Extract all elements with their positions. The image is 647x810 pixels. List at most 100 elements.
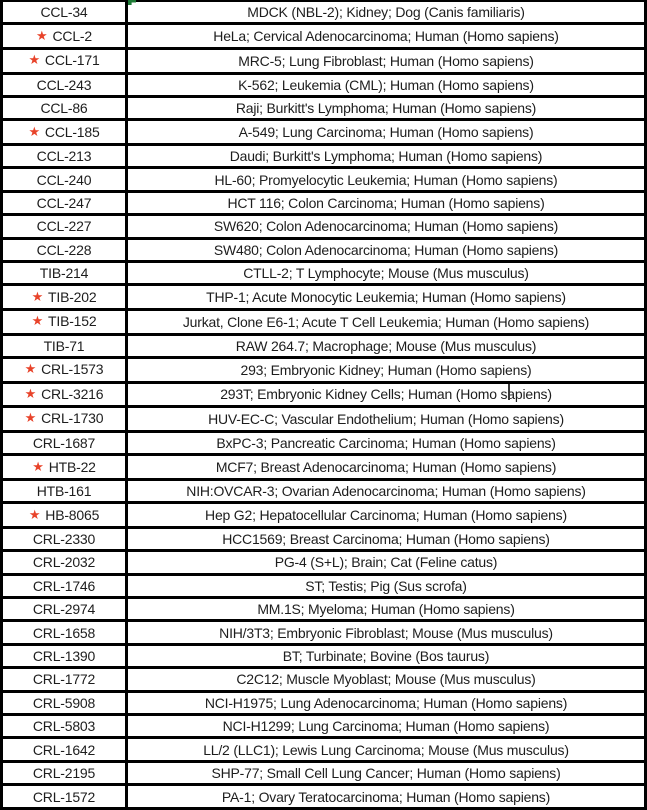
catalog-cell[interactable]: ★ CRL-1573 bbox=[0, 355, 128, 384]
description-cell[interactable]: MCF7; Breast Adenocarcinoma; Human (Homo… bbox=[125, 453, 647, 481]
catalog-cell[interactable]: HTB-161 bbox=[0, 477, 128, 505]
catalog-cell[interactable]: CCL-227 bbox=[0, 213, 128, 240]
description-cell[interactable]: Jurkat, Clone E6-1; Acute T Cell Leukemi… bbox=[125, 307, 647, 336]
description-text: MCF7; Breast Adenocarcinoma; Human (Homo… bbox=[215, 459, 557, 475]
catalog-id: TIB-71 bbox=[43, 337, 85, 354]
description-cell[interactable]: HeLa; Cervical Adenocarcinoma; Human (Ho… bbox=[125, 22, 647, 50]
description-cell[interactable]: MDCK (NBL-2); Kidney; Dog (Canis familia… bbox=[125, 0, 647, 26]
catalog-cell[interactable]: CRL-1658 bbox=[0, 619, 128, 646]
description-cell[interactable]: RAW 264.7; Macrophage; Mouse (Mus muscul… bbox=[125, 332, 647, 359]
description-cell[interactable]: Raji; Burkitt's Lymphoma; Human (Homo sa… bbox=[125, 94, 647, 122]
catalog-cell[interactable]: TIB-214 bbox=[0, 259, 128, 287]
description-cell[interactable]: HCT 116; Colon Carcinoma; Human (Homo sa… bbox=[125, 189, 647, 217]
table-row: TIB-214 CTLL-2; T Lymphocyte; Mouse (Mus… bbox=[0, 259, 647, 287]
description-cell[interactable]: MM.1S; Myeloma; Human (Homo sapiens) bbox=[125, 595, 647, 623]
description-cell[interactable]: A-549; Lung Carcinoma; Human (Homo sapie… bbox=[125, 118, 647, 146]
catalog-id: CRL-2974 bbox=[32, 601, 96, 618]
catalog-cell[interactable]: TIB-71 bbox=[0, 332, 128, 359]
description-text: C2C12; Muscle Myoblast; Mouse (Mus muscu… bbox=[236, 671, 536, 688]
description-cell[interactable]: MRC-5; Lung Fibroblast; Human (Homo sapi… bbox=[125, 46, 647, 75]
catalog-cell[interactable]: CRL-1687 bbox=[0, 429, 128, 457]
description-text: Jurkat, Clone E6-1; Acute T Cell Leukemi… bbox=[182, 313, 590, 330]
description-cell[interactable]: ST; Testis; Pig (Sus scrofa) bbox=[125, 572, 647, 600]
table-row: CRL-1572 PA-1; Ovary Teratocarcinoma; Hu… bbox=[0, 783, 647, 810]
catalog-cell[interactable]: CCL-34 bbox=[0, 0, 128, 26]
star-icon: ★ bbox=[31, 313, 44, 329]
catalog-id: CRL-1572 bbox=[32, 788, 96, 805]
table-row: CCL-34 MDCK (NBL-2); Kidney; Dog (Canis … bbox=[0, 0, 647, 26]
description-cell[interactable]: LL/2 (LLC1); Lewis Lung Carcinoma; Mouse… bbox=[125, 736, 647, 763]
description-cell[interactable]: SHP-77; Small Cell Lung Cancer; Human (H… bbox=[125, 759, 647, 787]
table-row: ★ CRL-1730 HUV-EC-C; Vascular Endothelium… bbox=[0, 405, 647, 433]
catalog-cell[interactable]: ★ CCL-185 bbox=[0, 118, 128, 146]
star-icon: ★ bbox=[24, 385, 37, 401]
catalog-id: CRL-1573 bbox=[41, 361, 104, 378]
catalog-cell[interactable]: CRL-5908 bbox=[0, 689, 128, 716]
table-row: ★ CRL-3216 293T; Embryonic Kidney Cells; … bbox=[0, 380, 647, 409]
description-text: SHP-77; Small Cell Lung Cancer; Human (H… bbox=[211, 764, 561, 781]
catalog-cell[interactable]: ★ CRL-1730 bbox=[0, 405, 128, 433]
description-text: ST; Testis; Pig (Sus scrofa) bbox=[305, 577, 467, 594]
catalog-id: CRL-2330 bbox=[32, 531, 96, 548]
catalog-cell[interactable]: CRL-2195 bbox=[0, 759, 128, 787]
star-icon: ★ bbox=[28, 123, 40, 139]
catalog-cell[interactable]: ★ HTB-22 bbox=[0, 453, 128, 481]
catalog-cell[interactable]: ★ TIB-202 bbox=[0, 283, 128, 311]
catalog-cell[interactable]: CRL-1572 bbox=[0, 783, 128, 810]
table-row: CRL-2330 HCC1569; Breast Carcinoma; Huma… bbox=[0, 525, 647, 553]
catalog-cell[interactable]: CRL-1746 bbox=[0, 572, 128, 600]
catalog-cell[interactable]: CCL-213 bbox=[0, 142, 128, 170]
description-cell[interactable]: SW620; Colon Adenocarcinoma; Human (Homo… bbox=[125, 213, 647, 240]
description-cell[interactable]: Daudi; Burkitt's Lymphoma; Human (Homo s… bbox=[125, 142, 647, 170]
description-text: BxPC-3; Pancreatic Carcinoma; Human (Hom… bbox=[216, 434, 556, 451]
description-cell[interactable]: BxPC-3; Pancreatic Carcinoma; Human (Hom… bbox=[125, 429, 647, 457]
catalog-cell[interactable]: CCL-247 bbox=[0, 189, 128, 217]
table-row: ★ HTB-22 MCF7; Breast Adenocarcinoma; Hum… bbox=[0, 453, 647, 481]
description-cell[interactable]: NIH/3T3; Embryonic Fibroblast; Mouse (Mu… bbox=[125, 619, 647, 646]
catalog-cell[interactable]: CRL-1642 bbox=[0, 736, 128, 763]
description-cell[interactable]: PG-4 (S+L); Brain; Cat (Feline catus) bbox=[125, 549, 647, 576]
description-cell[interactable]: C2C12; Muscle Myoblast; Mouse (Mus muscu… bbox=[125, 666, 647, 693]
catalog-cell[interactable]: CRL-5803 bbox=[0, 712, 128, 740]
catalog-cell[interactable]: CRL-2974 bbox=[0, 595, 128, 623]
description-cell[interactable]: NCI-H1299; Lung Carcinoma; Human (Homo s… bbox=[125, 712, 647, 740]
catalog-cell[interactable]: ★ CRL-3216 bbox=[0, 380, 128, 409]
catalog-cell[interactable]: CRL-2330 bbox=[0, 525, 128, 553]
description-cell[interactable]: 293T; Embryonic Kidney Cells; Human (Hom… bbox=[125, 380, 647, 409]
catalog-cell[interactable]: CCL-86 bbox=[0, 94, 128, 122]
description-cell[interactable]: Hep G2; Hepatocellular Carcinoma; Human … bbox=[125, 501, 647, 529]
star-icon: ★ bbox=[24, 410, 37, 426]
description-cell[interactable]: NCI-H1975; Lung Adenocarcinoma; Human (H… bbox=[125, 689, 647, 716]
description-cell[interactable]: BT; Turbinate; Bovine (Bos taurus) bbox=[125, 642, 647, 670]
description-cell[interactable]: 293; Embryonic Kidney; Human (Homo sapie… bbox=[125, 355, 647, 384]
description-cell[interactable]: HCC1569; Breast Carcinoma; Human (Homo s… bbox=[125, 525, 647, 553]
description-cell[interactable]: THP-1; Acute Monocytic Leukemia; Human (… bbox=[125, 283, 647, 311]
description-cell[interactable]: HUV-EC-C; Vascular Endothelium; Human (H… bbox=[125, 405, 647, 433]
catalog-cell[interactable]: CCL-228 bbox=[0, 236, 128, 263]
description-cell[interactable]: NIH:OVCAR-3; Ovarian Adenocarcinoma; Hum… bbox=[125, 477, 647, 505]
description-cell[interactable]: CTLL-2; T Lymphocyte; Mouse (Mus musculu… bbox=[125, 259, 647, 287]
description-cell[interactable]: K-562; Leukemia (CML); Human (Homo sapie… bbox=[125, 71, 647, 98]
catalog-cell[interactable]: CCL-240 bbox=[0, 166, 128, 193]
catalog-cell[interactable]: CRL-1390 bbox=[0, 642, 128, 670]
catalog-cell[interactable]: CRL-2032 bbox=[0, 549, 128, 576]
description-cell[interactable]: PA-1; Ovary Teratocarcinoma; Human (Homo… bbox=[125, 783, 647, 810]
catalog-cell[interactable]: ★ TIB-152 bbox=[0, 307, 128, 336]
catalog-cell[interactable]: ★ CCL-2 bbox=[0, 22, 128, 50]
catalog-id: CCL-228 bbox=[36, 241, 92, 258]
catalog-id: CRL-2032 bbox=[32, 554, 96, 571]
description-text: RAW 264.7; Macrophage; Mouse (Mus muscul… bbox=[235, 337, 537, 354]
catalog-id: CCL-185 bbox=[44, 123, 100, 140]
description-cell[interactable]: SW480; Colon Adenocarcinoma; Human (Homo… bbox=[125, 236, 647, 263]
catalog-id: CCL-34 bbox=[40, 4, 88, 21]
catalog-cell[interactable]: ★ HB-8065 bbox=[0, 501, 128, 529]
table-row: CCL-228 SW480; Colon Adenocarcinoma; Hum… bbox=[0, 236, 647, 263]
table-row: CRL-5908 NCI-H1975; Lung Adenocarcinoma;… bbox=[0, 689, 647, 716]
catalog-cell[interactable]: ★ CCL-171 bbox=[0, 46, 128, 75]
table-row: CRL-1772 C2C12; Muscle Myoblast; Mouse (… bbox=[0, 666, 647, 693]
catalog-cell[interactable]: CCL-243 bbox=[0, 71, 128, 98]
description-cell[interactable]: HL-60; Promyelocytic Leukemia; Human (Ho… bbox=[125, 166, 647, 193]
description-text: 293T; Embryonic Kidney Cells; Human (Hom… bbox=[220, 386, 552, 403]
catalog-cell[interactable]: CRL-1772 bbox=[0, 666, 128, 693]
